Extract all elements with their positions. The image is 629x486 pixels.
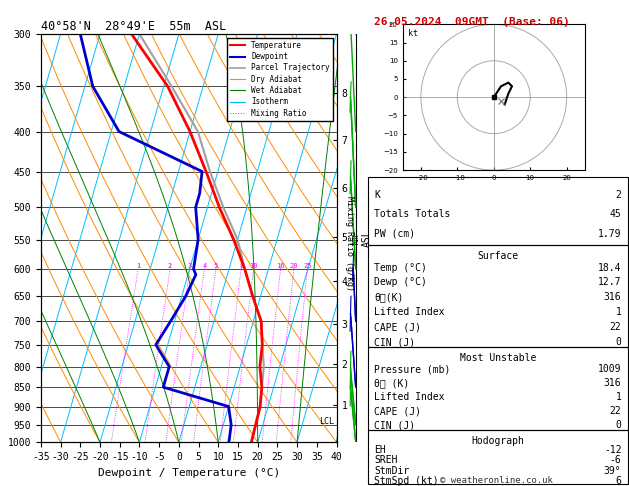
Text: 3: 3 [187,263,192,269]
Text: 1: 1 [616,308,621,317]
Legend: Temperature, Dewpoint, Parcel Trajectory, Dry Adiabat, Wet Adiabat, Isotherm, Mi: Temperature, Dewpoint, Parcel Trajectory… [226,38,333,121]
Text: 45: 45 [610,209,621,219]
Text: © weatheronline.co.uk: © weatheronline.co.uk [440,476,554,485]
Y-axis label: hPa: hPa [0,228,2,248]
Text: 22: 22 [610,406,621,417]
Text: StmDir: StmDir [374,466,409,475]
Text: CIN (J): CIN (J) [374,420,415,431]
Text: StmSpd (kt): StmSpd (kt) [374,476,439,486]
Text: 316: 316 [604,293,621,302]
Text: 2: 2 [616,190,621,200]
Text: PW (cm): PW (cm) [374,229,415,239]
Text: 6: 6 [616,476,621,486]
X-axis label: Dewpoint / Temperature (°C): Dewpoint / Temperature (°C) [97,468,280,478]
Text: 40°58'N  28°49'E  55m  ASL: 40°58'N 28°49'E 55m ASL [41,20,226,33]
Text: Temp (°C): Temp (°C) [374,262,427,273]
Text: 2: 2 [168,263,172,269]
Text: 4: 4 [202,263,206,269]
Text: 0: 0 [616,420,621,431]
Text: CIN (J): CIN (J) [374,337,415,347]
Text: 1: 1 [136,263,140,269]
Text: Lifted Index: Lifted Index [374,308,445,317]
Text: 18.4: 18.4 [598,262,621,273]
Text: θᴇ (K): θᴇ (K) [374,378,409,388]
Text: 0: 0 [616,337,621,347]
Text: SREH: SREH [374,455,398,465]
Text: 8: 8 [239,263,243,269]
Text: Pressure (mb): Pressure (mb) [374,364,450,374]
Text: LCL: LCL [320,417,335,426]
Text: -12: -12 [604,445,621,455]
Text: 1009: 1009 [598,364,621,374]
Text: 39°: 39° [604,466,621,475]
Text: 1: 1 [616,392,621,402]
Text: Totals Totals: Totals Totals [374,209,450,219]
Text: 25: 25 [303,263,311,269]
Text: Lifted Index: Lifted Index [374,392,445,402]
Text: 1.79: 1.79 [598,229,621,239]
Text: EH: EH [374,445,386,455]
Text: Hodograph: Hodograph [471,436,525,446]
Text: 10: 10 [249,263,258,269]
Text: 316: 316 [604,378,621,388]
Text: -6: -6 [610,455,621,465]
Text: CAPE (J): CAPE (J) [374,322,421,332]
Y-axis label: km
ASL: km ASL [350,229,372,247]
Text: CAPE (J): CAPE (J) [374,406,421,417]
Text: kt: kt [408,29,418,38]
Text: K: K [374,190,380,200]
Text: 16: 16 [276,263,285,269]
Text: 22: 22 [610,322,621,332]
Text: 5: 5 [214,263,218,269]
Text: θᴇ(K): θᴇ(K) [374,293,404,302]
Text: 26.05.2024  09GMT  (Base: 06): 26.05.2024 09GMT (Base: 06) [374,17,570,27]
Text: Surface: Surface [477,251,518,261]
Text: 12.7: 12.7 [598,278,621,288]
Text: Dewp (°C): Dewp (°C) [374,278,427,288]
Text: 20: 20 [289,263,298,269]
Text: Most Unstable: Most Unstable [460,353,536,364]
Text: Mixing Ratio (g/kg): Mixing Ratio (g/kg) [345,195,353,291]
